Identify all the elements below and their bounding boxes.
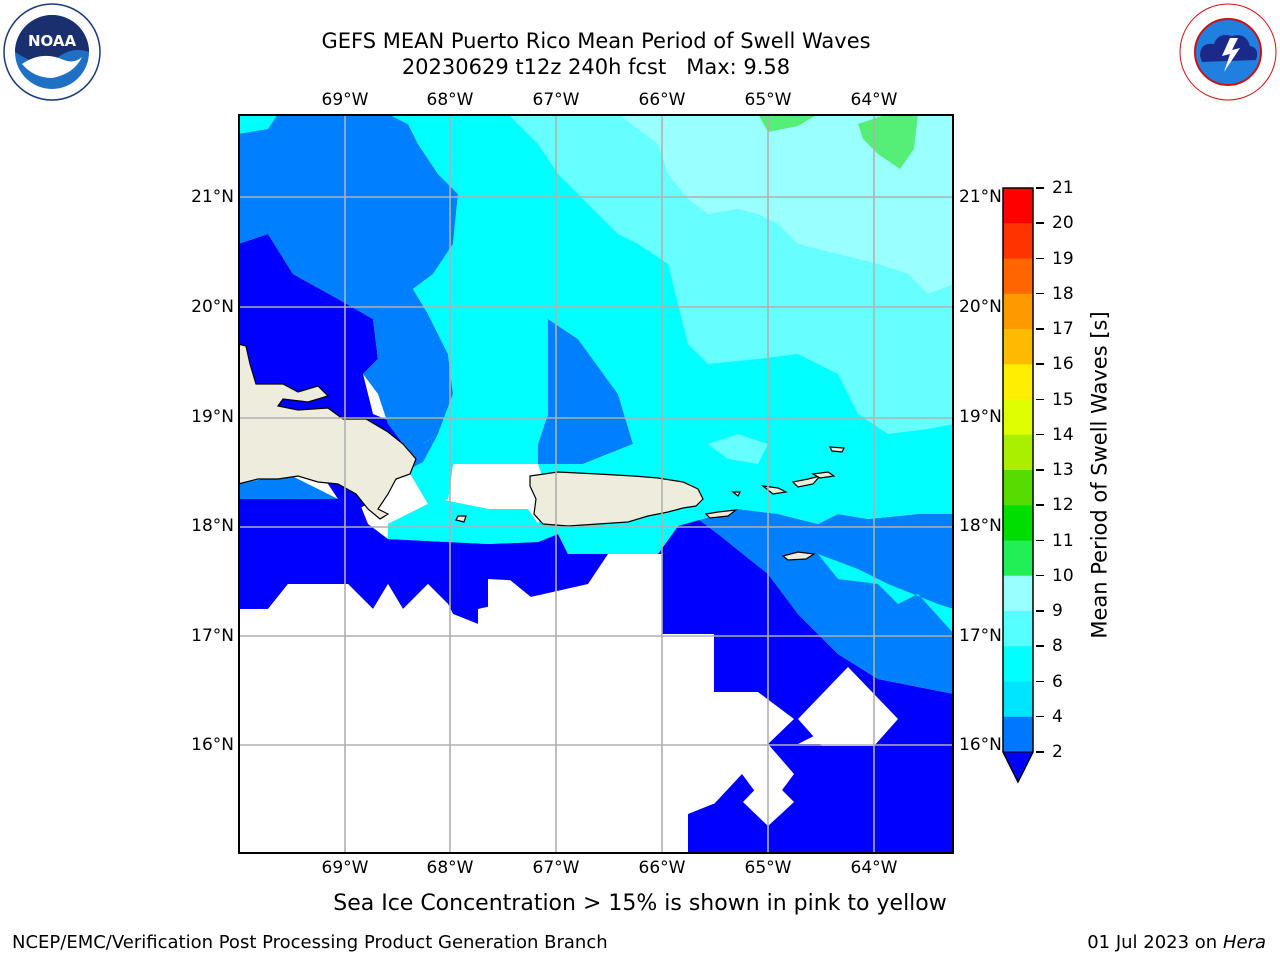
colorbar-tick-label: 2 [1052, 742, 1063, 762]
map-grid [238, 114, 954, 854]
contour-below-range [238, 554, 898, 854]
colorbar-swatch [1003, 470, 1033, 506]
colorbar-swatch [1003, 611, 1033, 647]
lon-label-top: 66°W [638, 90, 686, 110]
lon-label-bottom: 68°W [426, 858, 474, 878]
colorbar-tick-label: 19 [1052, 248, 1074, 269]
land-hispaniola [238, 343, 467, 523]
colorbar-tick-mark [1036, 610, 1044, 612]
colorbar-tick-label: 13 [1052, 460, 1074, 480]
colorbar-tick-mark [1036, 363, 1044, 365]
colorbar [1002, 186, 1036, 790]
lat-label-left: 21°N [191, 187, 234, 207]
colorbar-tick-label: 11 [1052, 530, 1074, 551]
lat-label-left: 19°N [191, 407, 234, 427]
colorbar-swatches [1002, 187, 1034, 784]
footer-date: 01 Jul 2023 on Hera [1087, 932, 1266, 954]
colorbar-tick-mark [1036, 645, 1044, 647]
lat-label-left: 17°N [191, 626, 234, 646]
colorbar-tick-label: 9 [1052, 601, 1063, 621]
svg-text:NOAA: NOAA [28, 32, 77, 50]
contour-8-9 [618, 114, 954, 294]
lat-label-right: 16°N [959, 735, 1002, 755]
colorbar-tick-label: 12 [1052, 495, 1074, 516]
national-weather-service-logo-icon [1178, 2, 1278, 102]
footer-host: Hera [1222, 932, 1266, 953]
colorbar-tick-label: 21 [1052, 178, 1074, 198]
colorbar-tick-mark [1036, 398, 1044, 400]
lat-label-left: 18°N [191, 516, 234, 536]
colorbar-swatch [1003, 223, 1033, 259]
colorbar-tick-label: 10 [1052, 565, 1074, 586]
lon-label-bottom: 65°W [744, 858, 792, 878]
colorbar-tick-mark [1036, 680, 1044, 682]
colorbar-swatch [1003, 258, 1033, 295]
footer-branch: NCEP/EMC/Verification Post Processing Pr… [12, 932, 608, 953]
colorbar-tick-label: 4 [1052, 706, 1063, 727]
land-virgin-islands [760, 446, 845, 561]
colorbar-swatch [1003, 293, 1033, 330]
lat-label-left: 20°N [191, 297, 234, 317]
colorbar-label: Mean Period of Swell Waves [s] [1087, 311, 1112, 639]
lon-label-bottom: 66°W [638, 858, 686, 878]
colorbar-swatch [1003, 505, 1033, 541]
chart-title: GEFS MEAN Puerto Rico Mean Period of Swe… [321, 29, 871, 53]
lon-label-top: 65°W [744, 90, 792, 110]
colorbar-tick-label: 6 [1052, 671, 1063, 692]
colorbar-swatch [1003, 646, 1033, 682]
lat-label-left: 16°N [191, 735, 234, 755]
colorbar-tick-label: 14 [1052, 424, 1074, 445]
lon-label-bottom: 69°W [321, 858, 369, 878]
colorbar-swatch [1003, 681, 1033, 718]
colorbar-tick-label: 8 [1052, 636, 1063, 657]
colorbar-tick-mark [1036, 539, 1044, 541]
lon-label-top: 68°W [426, 90, 474, 110]
lon-label-top: 67°W [532, 90, 580, 110]
colorbar-swatch [1003, 716, 1033, 753]
lat-label-right: 19°N [959, 407, 1002, 427]
lat-label-right: 21°N [959, 187, 1002, 207]
colorbar-tick-label: 15 [1052, 389, 1074, 410]
colorbar-swatch [1003, 434, 1033, 471]
colorbar-tick-mark [1036, 187, 1044, 189]
colorbar-swatch [1003, 540, 1033, 577]
colorbar-tick-mark [1036, 433, 1044, 436]
colorbar-swatch [1003, 188, 1033, 224]
colorbar-swatch [1003, 399, 1033, 436]
colorbar-tick-label: 17 [1052, 319, 1074, 339]
colorbar-tick-mark [1036, 292, 1044, 295]
lat-label-right: 17°N [959, 626, 1002, 646]
colorbar-tick-mark [1036, 469, 1044, 471]
swell-period-map [238, 114, 954, 854]
colorbar-tick-mark [1036, 574, 1044, 577]
colorbar-tick-label: 20 [1052, 213, 1074, 234]
land-puerto-rico [529, 471, 741, 527]
lat-label-right: 18°N [959, 516, 1002, 536]
colorbar-under-arrow [1002, 751, 1034, 784]
contour-9-10 [758, 114, 918, 169]
colorbar-label-wrap: Mean Period of Swell Waves [s] [930, 311, 1270, 638]
lat-label-right: 20°N [959, 297, 1002, 317]
noaa-logo-icon: NOAA [2, 2, 102, 102]
colorbar-tick-mark [1036, 715, 1044, 718]
colorbar-tick-mark [1036, 504, 1044, 506]
colorbar-tick-label: 18 [1052, 283, 1074, 304]
sea-ice-note: Sea Ice Concentration > 15% is shown in … [333, 891, 947, 916]
chart-subtitle: 20230629 t12z 240h fcst Max: 9.58 [401, 55, 791, 79]
lon-label-bottom: 64°W [850, 858, 898, 878]
colorbar-tick-mark [1036, 328, 1044, 330]
colorbar-tick-mark [1036, 257, 1044, 259]
colorbar-swatch [1003, 575, 1033, 612]
lon-label-top: 69°W [321, 90, 369, 110]
lon-label-bottom: 67°W [532, 858, 580, 878]
colorbar-swatch [1003, 329, 1033, 365]
colorbar-swatch [1003, 364, 1033, 400]
colorbar-tick-mark [1036, 222, 1044, 224]
lon-label-top: 64°W [850, 90, 898, 110]
colorbar-tick-label: 16 [1052, 354, 1074, 375]
colorbar-frame [1002, 187, 1034, 784]
colorbar-tick-mark [1036, 751, 1044, 753]
footer-date-text: 01 Jul 2023 on [1087, 932, 1223, 953]
